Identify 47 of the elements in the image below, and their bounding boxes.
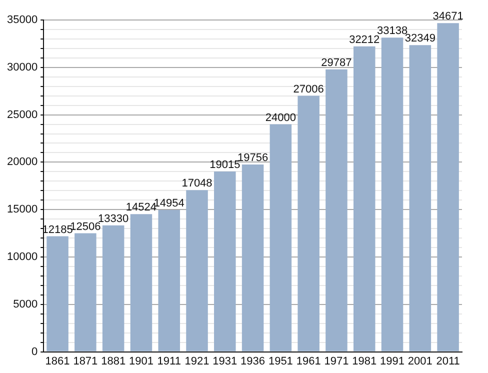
x-tick-label: 2001 — [408, 355, 432, 368]
y-tick-label: 10000 — [6, 251, 38, 264]
bar — [102, 225, 124, 352]
bar — [326, 69, 348, 352]
x-tick-label: 1931 — [212, 355, 238, 368]
bar — [74, 233, 96, 352]
data-label: 32212 — [349, 34, 380, 46]
y-tick-label: 0 — [31, 346, 38, 358]
bar — [242, 164, 264, 352]
bar — [46, 236, 68, 352]
y-tick-label: 35000 — [6, 14, 38, 26]
x-tick-label: 1871 — [73, 355, 98, 368]
x-tick-label: 1991 — [380, 355, 405, 368]
data-label: 19015 — [210, 159, 240, 172]
x-tick-label: 1961 — [296, 355, 321, 368]
y-tick-label: 30000 — [6, 61, 38, 74]
bar — [381, 38, 404, 352]
x-tick-label: 1901 — [128, 355, 154, 368]
bar — [353, 46, 376, 352]
y-tick-label: 20000 — [6, 156, 38, 168]
bar — [130, 214, 152, 352]
y-tick-label: 5000 — [13, 298, 38, 310]
y-tick-label: 25000 — [6, 108, 38, 121]
bar — [214, 172, 236, 352]
x-tick-label: 1971 — [324, 355, 349, 368]
data-label: 24000 — [265, 112, 296, 124]
bar — [298, 96, 320, 352]
x-tick-label: 1861 — [45, 355, 70, 368]
data-label: 29787 — [321, 56, 352, 69]
y-tick-label: 15000 — [6, 204, 38, 216]
x-tick-label: 1881 — [101, 355, 126, 368]
x-tick-label: 1951 — [268, 355, 293, 368]
bar — [270, 124, 292, 352]
bar — [409, 45, 432, 352]
bar — [186, 190, 208, 352]
bar — [437, 23, 459, 352]
x-tick-label: 2011 — [436, 355, 460, 368]
x-tick-label: 1981 — [352, 355, 377, 368]
data-label: 34671 — [432, 10, 464, 23]
data-label: 13330 — [98, 212, 129, 225]
bar — [158, 210, 180, 352]
x-tick-label: 1936 — [240, 355, 266, 368]
x-tick-label: 1921 — [184, 355, 210, 368]
x-tick-label: 1911 — [157, 355, 181, 368]
data-label: 32349 — [404, 32, 436, 45]
data-label: 17048 — [182, 178, 212, 190]
data-label: 27006 — [293, 83, 324, 96]
